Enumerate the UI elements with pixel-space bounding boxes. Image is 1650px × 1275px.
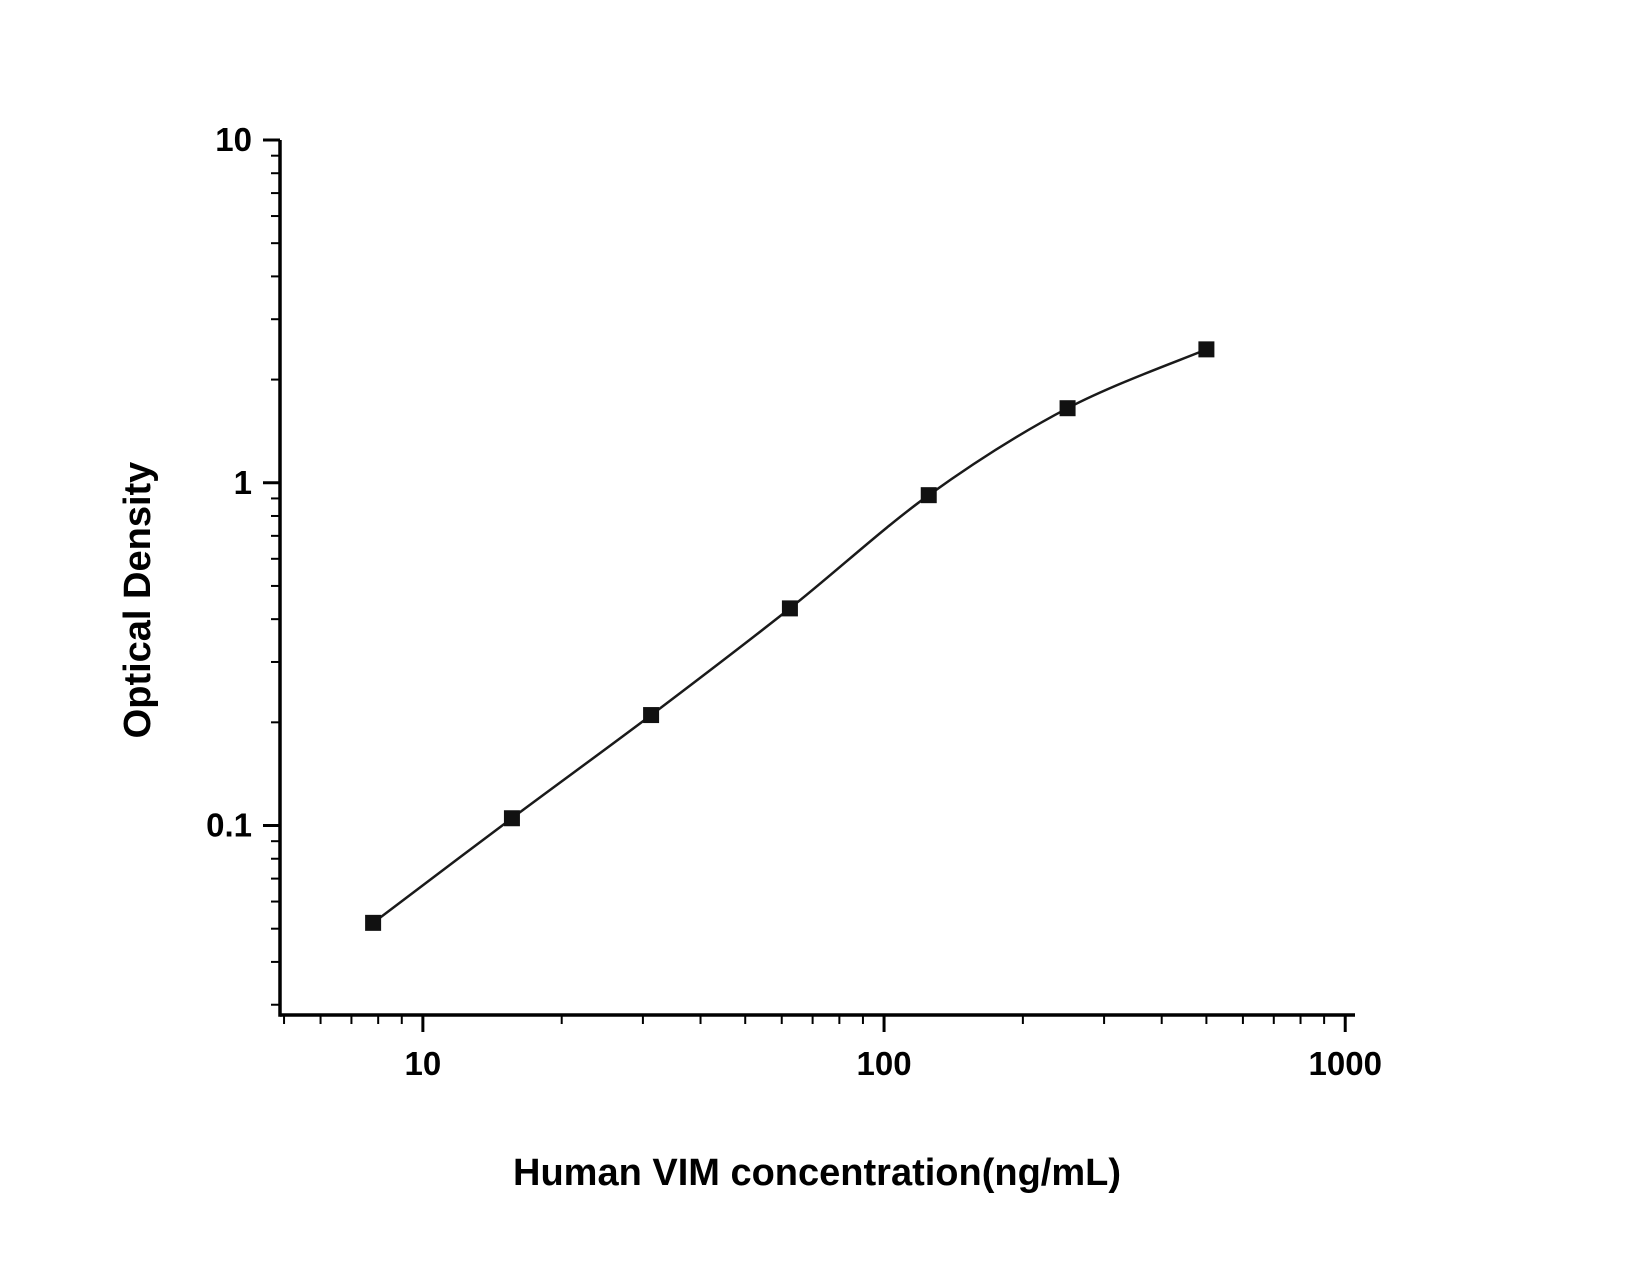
x-axis-title: Human VIM concentration(ng/mL) [513, 1152, 1121, 1194]
y-axis-title: Optical Density [117, 462, 159, 739]
data-point-marker [503, 810, 520, 827]
data-point-marker [643, 707, 660, 724]
data-point-marker [920, 487, 937, 504]
plot-area: 10 100 1000 0.1 1 10 [206, 121, 1382, 1082]
x-tick-label: 100 [857, 1045, 912, 1082]
data-point-marker [1198, 341, 1215, 358]
x-tick-label: 10 [405, 1045, 442, 1082]
x-tick-label: 1000 [1309, 1045, 1382, 1082]
data-point-marker [1059, 400, 1076, 417]
y-tick-label: 1 [234, 464, 252, 501]
data-point-marker [781, 600, 798, 617]
y-tick-label: 10 [215, 121, 252, 158]
data-point-marker [365, 914, 382, 931]
curve-line [372, 348, 1207, 924]
y-tick-label: 0.1 [206, 807, 252, 844]
